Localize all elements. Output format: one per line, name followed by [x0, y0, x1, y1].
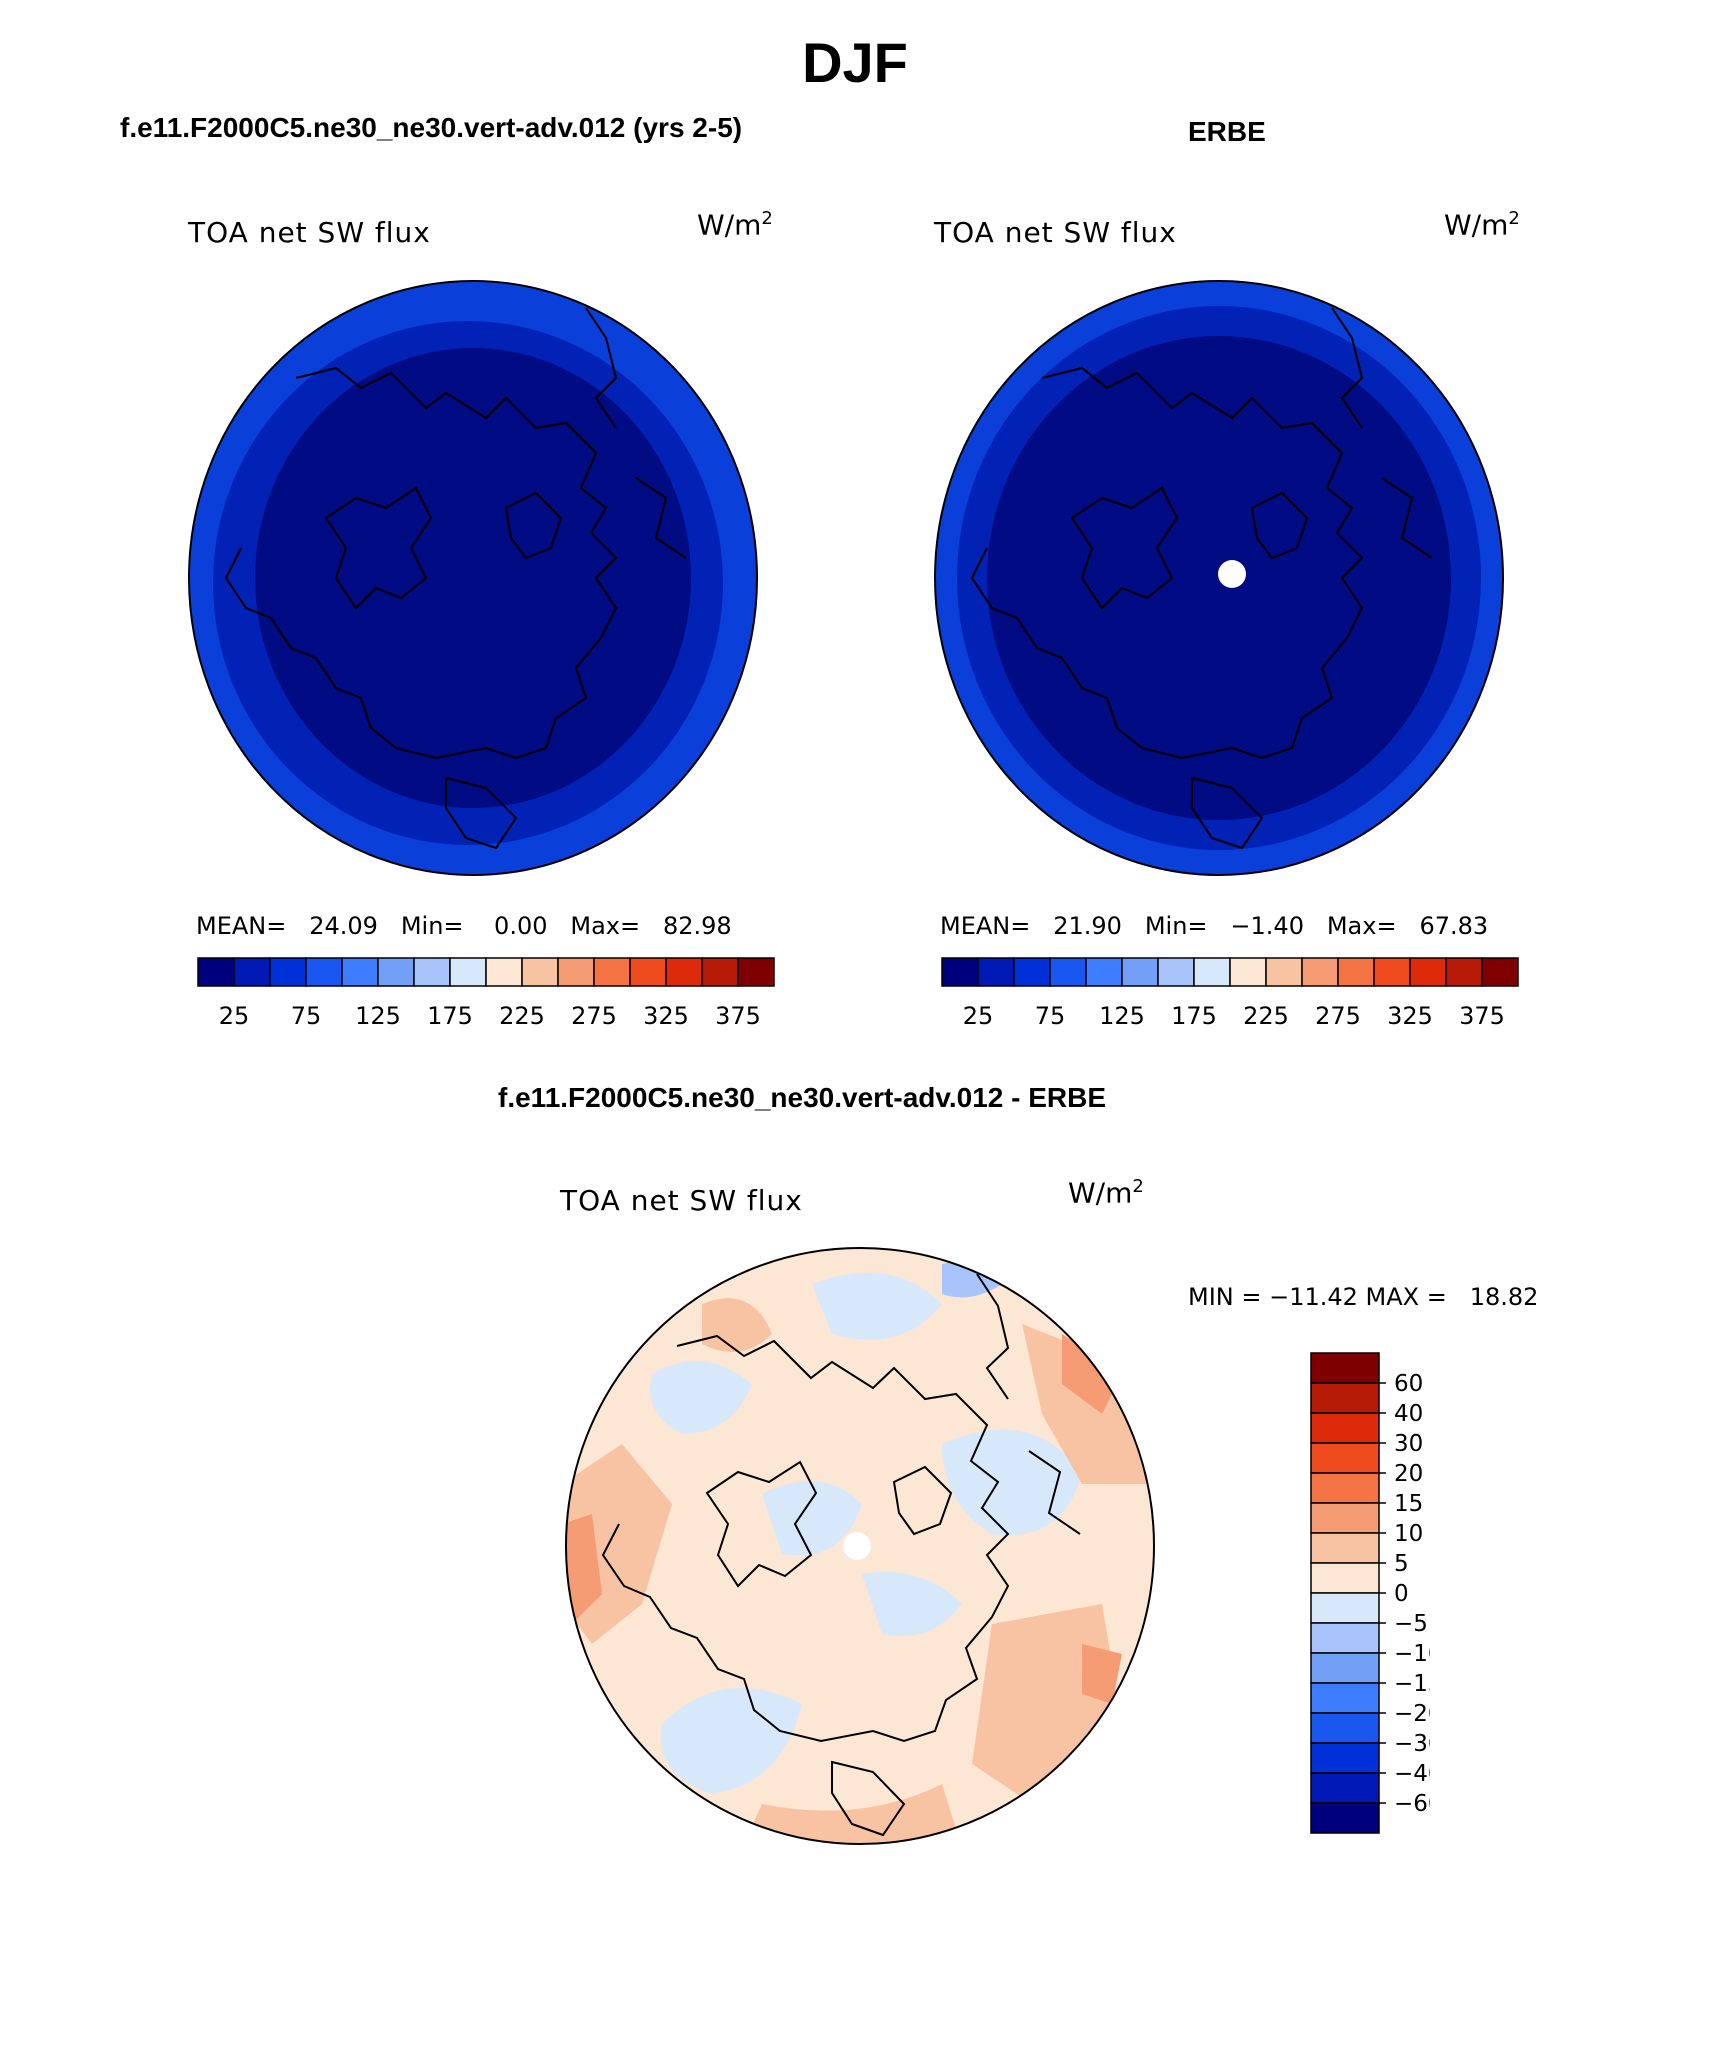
colorbar-swatch: [197, 957, 235, 987]
colorbar-swatch: [1445, 957, 1483, 987]
colorbar-swatch: [1229, 957, 1267, 987]
colorbar-tick-label: −60: [1394, 1791, 1430, 1817]
colorbar-swatch: [1337, 957, 1375, 987]
colorbar-swatch: [1310, 1802, 1380, 1834]
obs-colorbar: 25 75 125 175 225 275 325 375: [941, 957, 1519, 1030]
obs-polar-map: [934, 280, 1504, 876]
colorbar-swatch: [1301, 957, 1339, 987]
colorbar-tick-label: 15: [1394, 1491, 1423, 1517]
colorbar-swatch: [593, 957, 631, 987]
colorbar-swatch: [1265, 957, 1303, 987]
panel-model-units: W/m2: [697, 208, 773, 242]
colorbar-swatch: [557, 957, 595, 987]
colorbar-tick-label: −5: [1394, 1611, 1428, 1637]
colorbar-swatch: [941, 957, 979, 987]
colorbar-swatch: [1310, 1712, 1380, 1744]
colorbar-swatch: [449, 957, 487, 987]
colorbar-tick-label: 325: [1387, 1002, 1433, 1030]
colorbar-swatch: [1409, 957, 1447, 987]
colorbar-swatch: [1085, 957, 1123, 987]
colorbar-tick-label: 175: [1171, 1002, 1217, 1030]
colorbar-tick-label: 375: [715, 1002, 761, 1030]
colorbar-tick-label: 275: [571, 1002, 617, 1030]
colorbar-tick-label: 325: [643, 1002, 689, 1030]
colorbar-tick-label: −15: [1394, 1671, 1430, 1697]
colorbar-tick-label: 20: [1394, 1461, 1423, 1487]
colorbar-tick-label: 0: [1394, 1581, 1409, 1607]
colorbar-tick-label: 375: [1459, 1002, 1505, 1030]
colorbar-tick-label: 175: [427, 1002, 473, 1030]
colorbar-swatch: [1310, 1622, 1380, 1654]
colorbar-swatch: [1310, 1682, 1380, 1714]
colorbar-tick-label: −30: [1394, 1731, 1430, 1757]
colorbar-tick-label: 10: [1394, 1521, 1423, 1547]
colorbar-tick-label: −20: [1394, 1701, 1430, 1727]
difference-header: f.e11.F2000C5.ne30_ne30.vert-adv.012 - E…: [498, 1082, 1107, 1113]
colorbar-swatch: [1013, 957, 1051, 987]
panel-obs-variable: TOA net SW flux: [934, 216, 1177, 249]
panel-obs-units: W/m2: [1444, 208, 1520, 242]
figure-title: DJF: [802, 31, 908, 94]
colorbar-tick-label: 60: [1394, 1371, 1423, 1397]
colorbar-swatch: [1121, 957, 1159, 987]
difference-colorbar: 60 40 30 20 15 10 5 0 −5 −10 −15 −20 −30 −40 −60: [1310, 1352, 1430, 1834]
colorbar-tick-label: 225: [499, 1002, 545, 1030]
colorbar-tick-label: 75: [291, 1002, 322, 1030]
colorbar-tick-label: 225: [1243, 1002, 1289, 1030]
difference-minmax: MIN = −11.42 MAX = 18.82: [1188, 1283, 1539, 1311]
colorbar-swatch: [665, 957, 703, 987]
colorbar-tick-label: −40: [1394, 1761, 1430, 1787]
colorbar-swatch: [1310, 1652, 1380, 1684]
panel-obs-header: ERBE: [1188, 116, 1266, 147]
colorbar-swatch: [341, 957, 379, 987]
colorbar-swatch: [1481, 957, 1519, 987]
colorbar-swatch: [1310, 1532, 1380, 1564]
colorbar-tick-label: 25: [219, 1002, 250, 1030]
colorbar-swatch: [1310, 1502, 1380, 1534]
colorbar-swatch: [1310, 1742, 1380, 1774]
colorbar-tick-label: 5: [1394, 1551, 1409, 1577]
colorbar-swatch: [1157, 957, 1195, 987]
colorbar-swatch: [1373, 957, 1411, 987]
colorbar-tick-label: 125: [1099, 1002, 1145, 1030]
colorbar-tick-label: 30: [1394, 1431, 1423, 1457]
colorbar-tick-label: 275: [1315, 1002, 1361, 1030]
colorbar-tick-label: 40: [1394, 1401, 1423, 1427]
colorbar-swatch: [1310, 1472, 1380, 1504]
colorbar-swatch: [1310, 1772, 1380, 1804]
colorbar-tick-label: 125: [355, 1002, 401, 1030]
colorbar-swatch: [1193, 957, 1231, 987]
obs-stats: MEAN= 21.90 Min= −1.40 Max= 67.83: [940, 912, 1489, 940]
colorbar-swatch: [485, 957, 523, 987]
colorbar-swatch: [737, 957, 775, 987]
colorbar-tick-label: 75: [1035, 1002, 1066, 1030]
colorbar-swatch: [1310, 1382, 1380, 1414]
colorbar-swatch: [305, 957, 343, 987]
colorbar-swatch: [269, 957, 307, 987]
colorbar-tick-label: −10: [1394, 1641, 1430, 1667]
difference-units: W/m2: [1068, 1176, 1144, 1210]
difference-polar-map: [565, 1247, 1155, 1845]
colorbar-swatch: [977, 957, 1015, 987]
model-colorbar: 25 75 125 175 225 275 325 375: [197, 957, 775, 1030]
colorbar-swatch: [413, 957, 451, 987]
model-stats: MEAN= 24.09 Min= 0.00 Max= 82.98: [196, 912, 732, 940]
colorbar-swatch: [1310, 1442, 1380, 1474]
colorbar-swatch: [1310, 1412, 1380, 1444]
colorbar-tick-label: 25: [963, 1002, 994, 1030]
panel-model-variable: TOA net SW flux: [188, 216, 431, 249]
difference-variable: TOA net SW flux: [560, 1184, 803, 1217]
panel-model-header: f.e11.F2000C5.ne30_ne30.vert-adv.012 (yr…: [120, 112, 743, 143]
colorbar-swatch: [233, 957, 271, 987]
colorbar-swatch: [701, 957, 739, 987]
colorbar-swatch: [1310, 1562, 1380, 1594]
model-polar-map: [188, 280, 758, 876]
colorbar-swatch: [521, 957, 559, 987]
colorbar-swatch: [1049, 957, 1087, 987]
colorbar-swatch: [377, 957, 415, 987]
colorbar-swatch: [1310, 1592, 1380, 1624]
colorbar-swatch: [629, 957, 667, 987]
colorbar-swatch: [1310, 1352, 1380, 1384]
